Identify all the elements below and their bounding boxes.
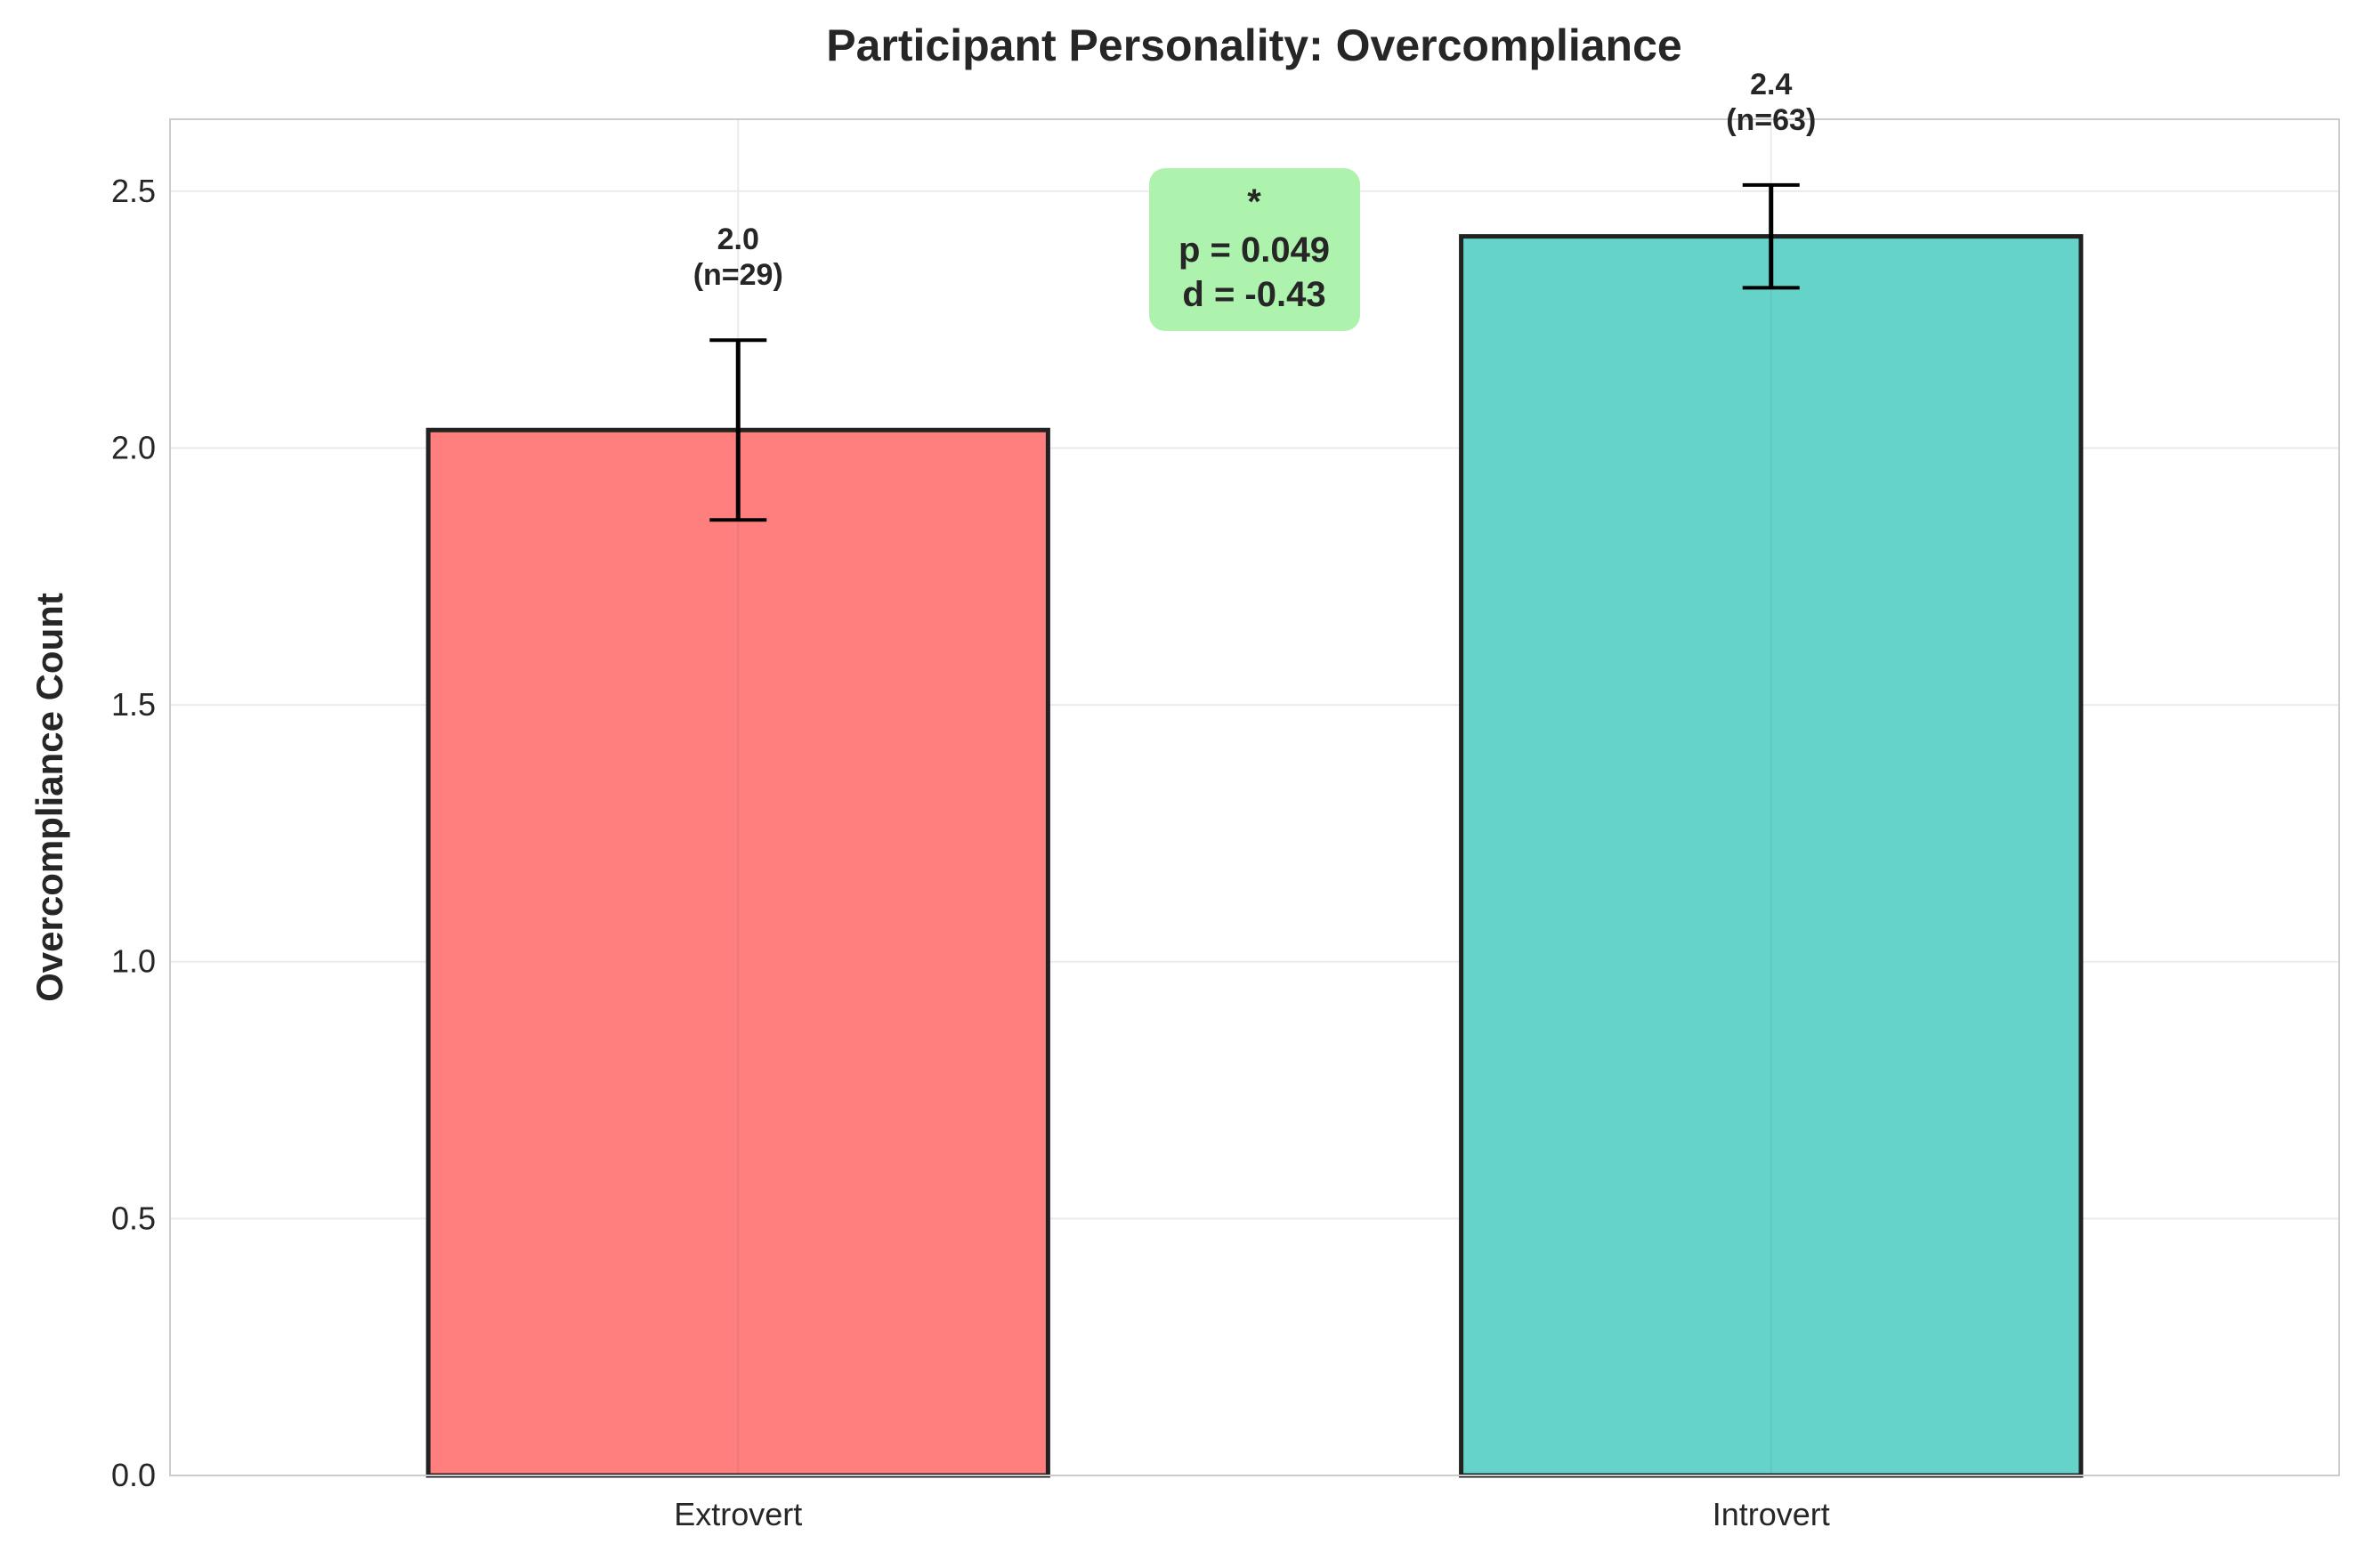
- y-tick-label: 1.0: [111, 943, 156, 980]
- y-tick-label: 0.0: [111, 1457, 156, 1493]
- annotation-box: [1149, 168, 1360, 331]
- bars-layer: [425, 234, 2084, 1478]
- bar-value-label: 2.4: [1750, 68, 1792, 101]
- bar-labels-layer: 2.0(n=29) 2.4(n=63): [693, 68, 1817, 292]
- y-tick-label: 1.5: [111, 686, 156, 723]
- y-ticks-layer: 0.0 0.5 1.0 1.5 2.0 2.5: [111, 173, 156, 1493]
- bar-n-label: (n=63): [1726, 103, 1816, 137]
- bar-extrovert: [425, 427, 1050, 1478]
- x-tick-label: Extrovert: [674, 1496, 802, 1532]
- chart-title: Participant Personality: Overcompliance: [826, 20, 1681, 70]
- y-tick-label: 2.0: [111, 429, 156, 465]
- annotation-p-value: p = 0.049: [1178, 230, 1330, 270]
- plot-frame: [169, 118, 2340, 1476]
- y-tick-label: 2.5: [111, 173, 156, 209]
- bar-introvert: [1459, 234, 2084, 1478]
- x-ticks-layer: Extrovert Introvert: [674, 1496, 1830, 1532]
- significance-annotation: * p = 0.049 d = -0.43: [1149, 168, 1360, 331]
- x-tick-label: Introvert: [1713, 1496, 1830, 1532]
- y-tick-label: 0.5: [111, 1200, 156, 1236]
- bar-n-label: (n=29): [693, 258, 783, 292]
- y-axis-label: Overcompliance Count: [28, 593, 70, 1002]
- error-bars-layer: [709, 182, 1800, 522]
- annotation-effect-size: d = -0.43: [1182, 275, 1325, 314]
- bar-value-label: 2.0: [717, 222, 759, 256]
- annotation-star: *: [1247, 182, 1261, 222]
